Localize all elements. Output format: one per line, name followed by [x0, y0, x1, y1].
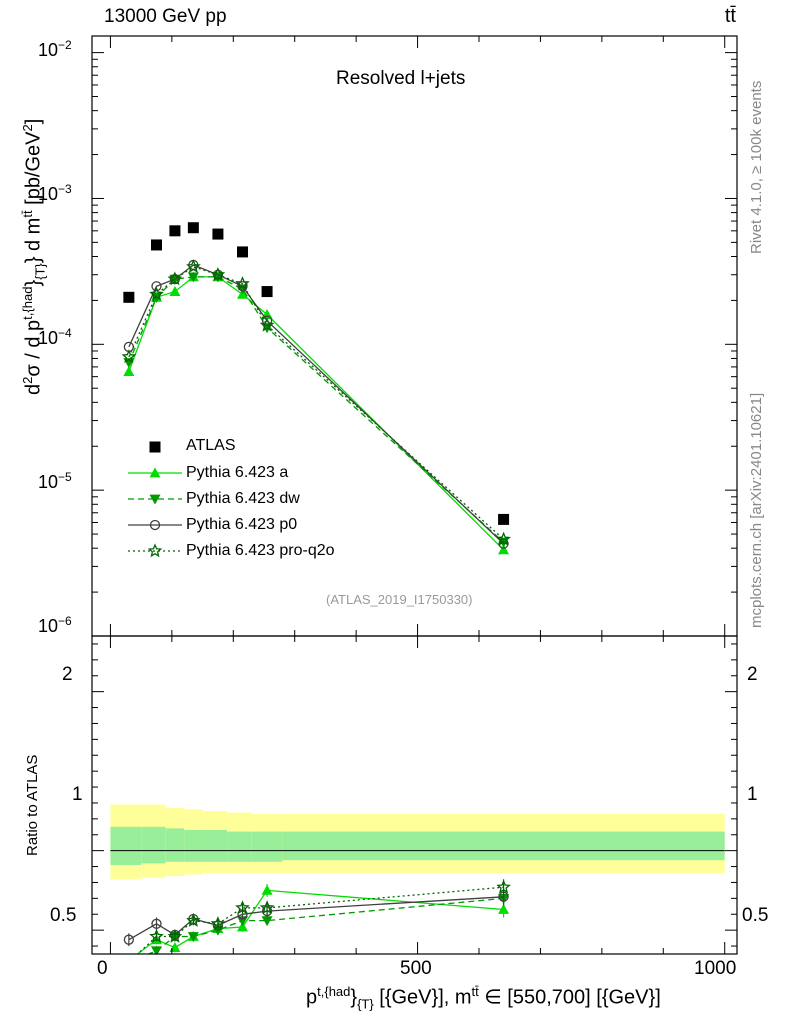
series-point: [121, 349, 137, 364]
rivet-label: Rivet 4.1.0, ≥ 100k events: [748, 80, 765, 254]
ratio-point: [123, 934, 135, 945]
legend-label-pythia-p0: Pythia 6.423 p0: [186, 516, 298, 533]
band-inner-segment: [227, 831, 252, 862]
uncertainty-bands: [110, 804, 725, 880]
ratio-point: [235, 900, 250, 915]
ratio-point: [261, 884, 273, 895]
process-label: tt̄: [724, 5, 736, 27]
legend-label-pythia-pro-q2o: Pythia 6.423 pro-q2o: [186, 542, 335, 559]
ratio-point: [237, 921, 248, 932]
ratio-point: [149, 928, 164, 943]
legend-marker: [149, 467, 161, 478]
series-point: [123, 366, 135, 376]
data-point: [169, 225, 181, 237]
band-inner-segment: [110, 826, 142, 865]
series-point: [167, 271, 183, 286]
series-line: [128, 264, 505, 545]
ratio-line: [136, 886, 504, 954]
series-point: [186, 259, 201, 273]
x-axis-label: pt,{had}{T} [{GeV}], mtt̄ ∈ [550,700] [{…: [306, 984, 661, 1012]
ratio-tick-label-right: 2: [747, 664, 758, 685]
band-inner-segment: [184, 829, 203, 862]
ratio-tick-label: 1: [72, 784, 83, 805]
y-tick-label: 10−5: [38, 470, 72, 492]
energy-label: 13000 GeV pp: [104, 6, 227, 27]
series-line: [128, 266, 505, 540]
band-inner-segment: [141, 826, 166, 864]
series-point: [261, 315, 273, 326]
data-point: [237, 246, 248, 258]
series-point: [259, 317, 275, 332]
x-tick-label: 0: [97, 958, 108, 979]
series-point: [149, 286, 164, 301]
band-inner-segment: [165, 828, 185, 862]
y-tick-label: 10−6: [38, 614, 72, 636]
ratio-point: [167, 928, 183, 943]
ratio-point: [259, 900, 275, 915]
ratio-point: [261, 916, 273, 927]
series-point: [169, 286, 181, 296]
series-point: [187, 272, 199, 283]
series-point: [151, 281, 162, 292]
y-tick-label: 10−2: [38, 38, 72, 60]
band-inner-segment: [251, 831, 283, 862]
series-line: [128, 276, 505, 551]
ratio-point: [210, 916, 226, 930]
ratio-tick-label-right: 1: [747, 784, 758, 805]
legend-label-pythia-dw: Pythia 6.423 dw: [186, 490, 300, 507]
legend-marker: [147, 543, 163, 558]
data-point: [187, 222, 199, 234]
ratio-series: [123, 879, 511, 968]
ratio-point: [151, 918, 162, 929]
legend: [128, 441, 182, 558]
y-axis-label: d2σ / d pt,{had}{T}} d mtt̄ [pb/GeV2]: [20, 118, 48, 395]
legend-label-atlas: ATLAS: [186, 437, 236, 454]
ratio-tick-label: 0.5: [50, 905, 77, 926]
ratio-point: [498, 903, 510, 914]
data-point: [151, 239, 162, 251]
ratio-point: [123, 956, 134, 967]
band-inner-segment: [282, 831, 725, 861]
series-point: [498, 538, 509, 549]
series-point: [498, 544, 510, 555]
ratio-point: [237, 916, 248, 927]
series-point: [237, 281, 248, 292]
ratio-tick-label: 2: [62, 664, 73, 685]
y-tick-label: 10−4: [38, 326, 72, 348]
legend-marker: [149, 519, 161, 531]
ratio-axis-label: Ratio to ATLAS: [24, 754, 41, 856]
data-points: [123, 222, 510, 525]
x-tick-label: 500: [400, 958, 432, 979]
x-tick-label: 1000: [694, 958, 737, 979]
series-point: [235, 276, 250, 290]
band-inner-segment: [202, 829, 228, 862]
analysis-tag: (ATLAS_2019_I1750330): [326, 592, 473, 607]
data-point: [498, 513, 510, 525]
mcplots-label: mcplots.cern.ch [arXiv:2401.10621]: [748, 392, 765, 628]
legend-label-pythia-a: Pythia 6.423 a: [186, 464, 289, 481]
ratio-point: [151, 946, 162, 954]
ratio-point: [496, 879, 511, 894]
chart-title: Resolved l+jets: [336, 68, 466, 89]
legend-marker: [149, 494, 161, 505]
ratio-frame: [91, 635, 738, 955]
ratio-point: [123, 958, 134, 968]
ratio-point: [123, 955, 134, 965]
axis-ticks: [92, 36, 737, 954]
series-point: [496, 531, 511, 546]
y-tick-label: 10−3: [38, 182, 72, 204]
data-point: [123, 291, 135, 303]
ratio-point: [169, 942, 181, 953]
series-point: [210, 267, 226, 282]
legend-marker-atlas: [149, 441, 161, 453]
ratio-point: [186, 912, 201, 927]
main-series: [121, 259, 511, 555]
ratio-tick-label-right: 0.5: [742, 905, 769, 926]
ratio-point: [187, 932, 199, 943]
data-point: [212, 228, 224, 240]
ratio-line: [128, 896, 504, 941]
data-point: [261, 286, 273, 298]
